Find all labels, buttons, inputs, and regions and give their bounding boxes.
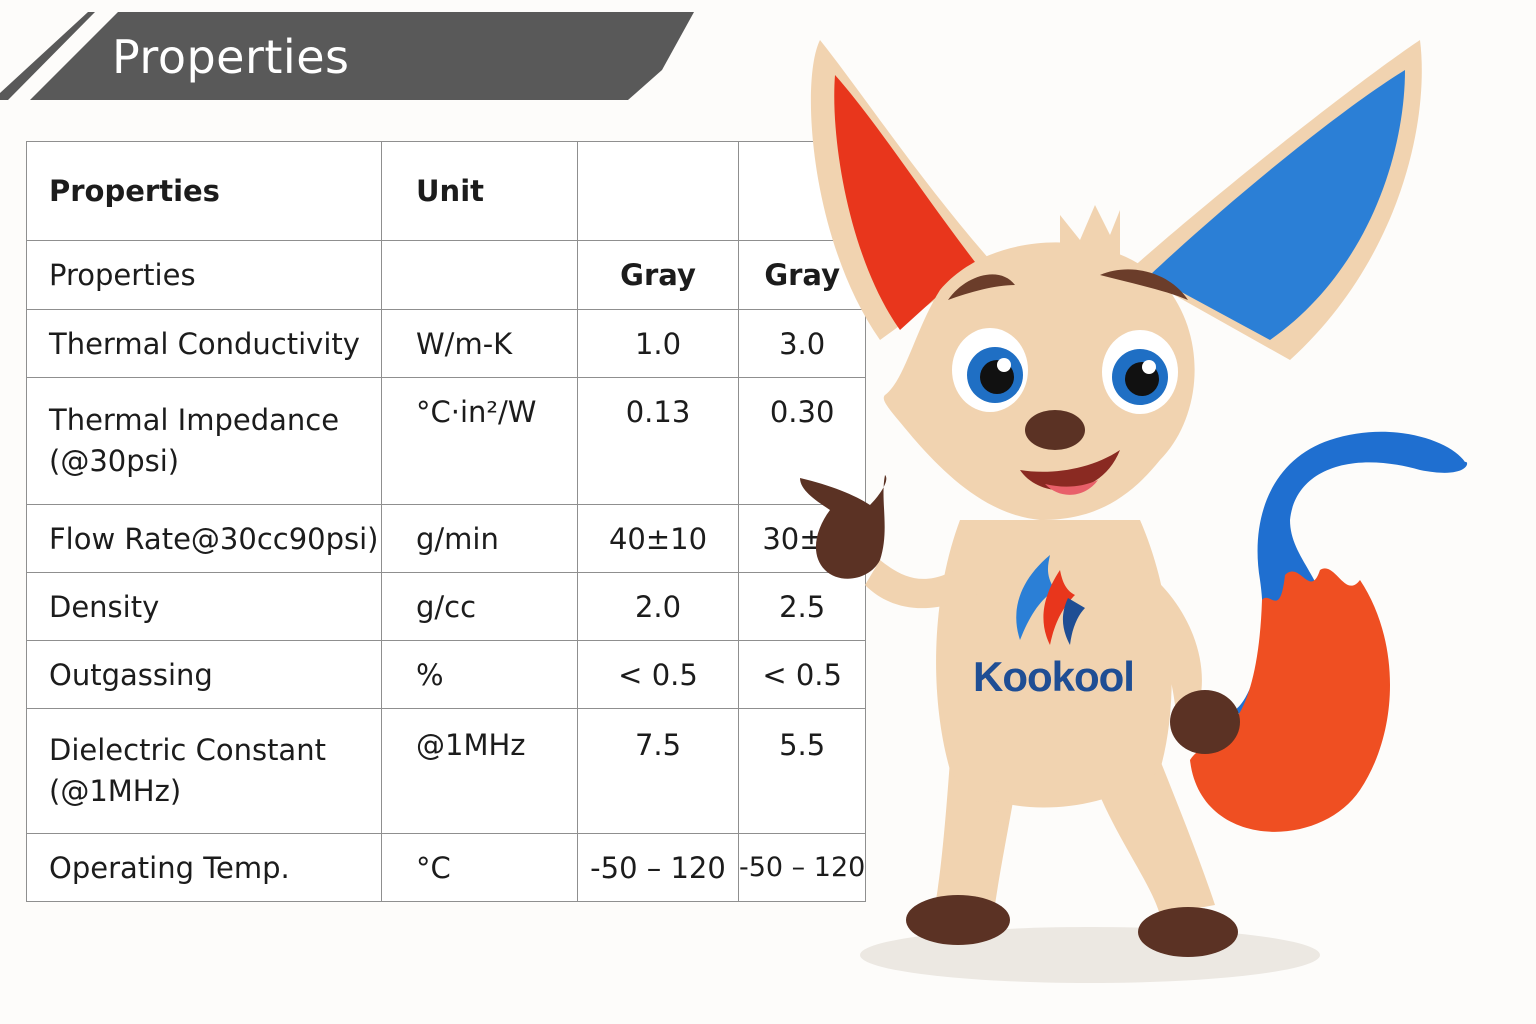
- table-cell: [381, 240, 578, 310]
- header-cell: [577, 141, 739, 241]
- fox-mascot: Kookool: [780, 20, 1480, 1020]
- table-cell: Gray: [577, 240, 739, 310]
- table-cell: Operating Temp.: [26, 833, 382, 902]
- table-cell: Thermal Impedance (@30psi): [26, 377, 382, 505]
- table-cell: @1MHz: [381, 708, 578, 834]
- table-cell: W/m-K: [381, 309, 578, 378]
- table-cell: 40±10: [577, 504, 739, 573]
- table-cell: Outgassing: [26, 640, 382, 709]
- table-cell: -50 – 120: [577, 833, 739, 902]
- table-row: Dielectric Constant (@1MHz) @1MHz 7.5 5.…: [26, 708, 867, 834]
- table-row: Operating Temp. °C -50 – 120 -50 – 120: [26, 833, 867, 902]
- flame-logo-icon: [1016, 555, 1085, 645]
- header-cell: Unit: [381, 141, 578, 241]
- table-cell: g/min: [381, 504, 578, 573]
- cell-text: Thermal Impedance (@30psi): [49, 403, 340, 478]
- table-cell: Density: [26, 572, 382, 641]
- table-cell: °C·in²/W: [381, 377, 578, 505]
- section-header: Properties: [0, 0, 700, 110]
- table-cell: Dielectric Constant (@1MHz): [26, 708, 382, 834]
- table-row: Thermal Conductivity W/m-K 1.0 3.0: [26, 309, 867, 378]
- table-row: Properties Gray Gray: [26, 240, 867, 310]
- table-cell: Properties: [26, 240, 382, 310]
- header-cell: Properties: [26, 141, 382, 241]
- table-cell: < 0.5: [737, 640, 867, 709]
- table-cell: 3.0: [737, 309, 867, 378]
- table-cell: Flow Rate@30cc90psi): [26, 504, 382, 573]
- table-cell: 7.5: [577, 708, 739, 834]
- table-cell: Thermal Conductivity: [26, 309, 382, 378]
- cell-text: Dielectric Constant (@1MHz): [49, 733, 326, 808]
- table-cell: g/cc: [381, 572, 578, 641]
- table-row: Density g/cc 2.0 2.5: [26, 572, 867, 641]
- table-header-row: Properties Unit: [26, 141, 867, 241]
- banner-shape: [0, 12, 694, 100]
- table-cell: Gray: [737, 240, 867, 310]
- table-row: Outgassing % < 0.5 < 0.5: [26, 640, 867, 709]
- fox-mascot-illustration: [800, 40, 1468, 983]
- table-row: Thermal Impedance (@30psi) °C·in²/W 0.13…: [26, 377, 867, 505]
- table-cell: -50 – 120: [737, 833, 867, 902]
- page-title: Properties: [112, 30, 350, 84]
- properties-table: Properties Unit Properties Gray Gray The…: [26, 141, 867, 902]
- table-cell: %: [381, 640, 578, 709]
- brand-logo-text: Kookool: [973, 653, 1135, 700]
- table-cell: 2.0: [577, 572, 739, 641]
- table-cell: 1.0: [577, 309, 739, 378]
- table-cell: °C: [381, 833, 578, 902]
- table-cell: 0.13: [577, 377, 739, 505]
- table-cell: 5.5: [737, 708, 867, 834]
- table-row: Flow Rate@30cc90psi) g/min 40±10 30±1: [26, 504, 867, 573]
- table-cell: 2.5: [737, 572, 867, 641]
- table-cell: < 0.5: [577, 640, 739, 709]
